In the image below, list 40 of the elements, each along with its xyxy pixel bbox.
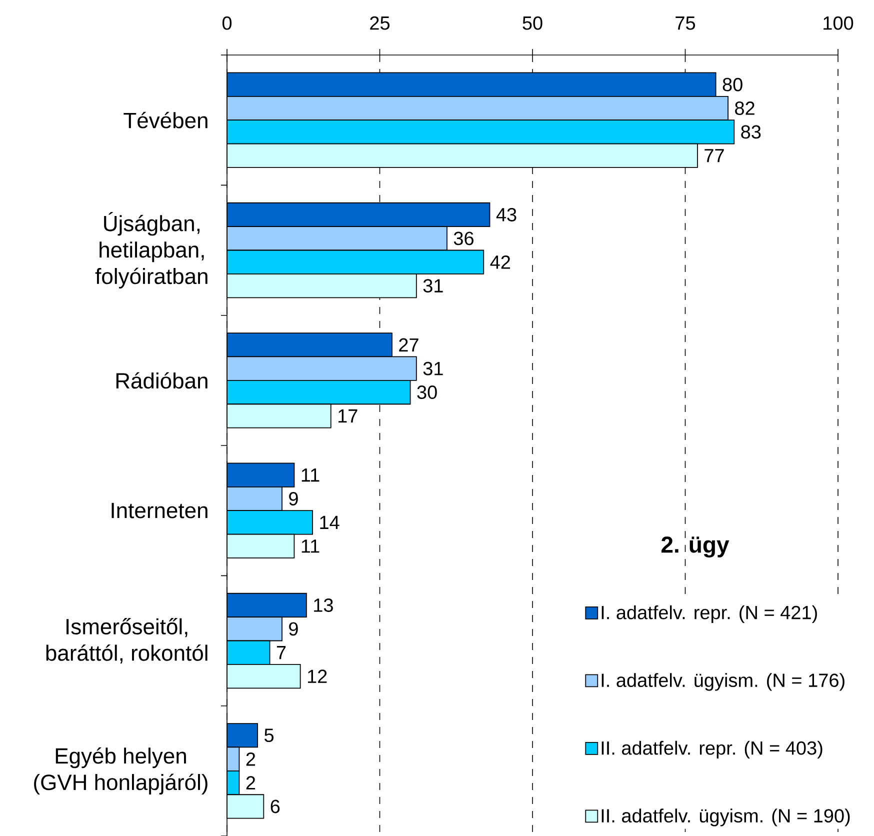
data-label: 43 bbox=[496, 208, 516, 222]
data-label: 82 bbox=[735, 102, 754, 115]
data-label: 31 bbox=[423, 279, 443, 293]
legend-label: I. adatfelv. ügyism. (N = 176) bbox=[602, 673, 844, 691]
data-label: 2 bbox=[246, 776, 256, 790]
x-tick-label: 75 bbox=[676, 16, 696, 30]
data-label: 12 bbox=[308, 670, 327, 683]
legend-label: II. adatfelv. ügyism. (N = 190) bbox=[602, 808, 850, 826]
x-tick-label: 50 bbox=[522, 16, 542, 30]
data-label: 7 bbox=[276, 646, 286, 660]
data-label: 11 bbox=[302, 468, 320, 482]
data-label: 14 bbox=[320, 516, 340, 529]
data-label: 9 bbox=[289, 622, 298, 636]
data-label: 5 bbox=[264, 728, 274, 742]
data-label: 6 bbox=[270, 800, 280, 814]
text: 2. ügy bbox=[662, 536, 730, 558]
data-label: 11 bbox=[302, 540, 320, 553]
data-label: 36 bbox=[454, 232, 474, 246]
y-tick-label: Interneten bbox=[112, 502, 208, 518]
legend-label: II. adatfelv. repr. (N = 403) bbox=[602, 740, 822, 759]
y-tick-label: Tévében bbox=[124, 112, 208, 128]
data-label: 42 bbox=[490, 255, 510, 269]
legend-label: I. adatfelv. repr. (N = 421) bbox=[602, 605, 817, 624]
x-tick-label: 0 bbox=[222, 16, 232, 30]
y-tick-label: Egyéb helyen (GVH honlapjáról) bbox=[34, 747, 208, 795]
data-label: 9 bbox=[289, 492, 298, 506]
data-label: 30 bbox=[417, 386, 437, 399]
data-label: 27 bbox=[399, 338, 418, 352]
data-label: 80 bbox=[722, 78, 742, 92]
data-label: 17 bbox=[338, 409, 358, 422]
data-label: 13 bbox=[314, 598, 333, 612]
x-tick-label: 100 bbox=[824, 16, 854, 30]
data-label: 83 bbox=[741, 125, 761, 139]
x-tick-label: 25 bbox=[370, 16, 390, 30]
data-label: 31 bbox=[423, 362, 443, 376]
y-tick-label: Ismerőseitől, baráttól, rokontól bbox=[46, 618, 208, 664]
y-tick-label: Rádióban bbox=[116, 372, 208, 389]
y-tick-label: Újságban, hetilapban, folyóiratban bbox=[95, 212, 208, 288]
data-label: 77 bbox=[704, 149, 724, 162]
data-label: 2 bbox=[246, 752, 256, 766]
